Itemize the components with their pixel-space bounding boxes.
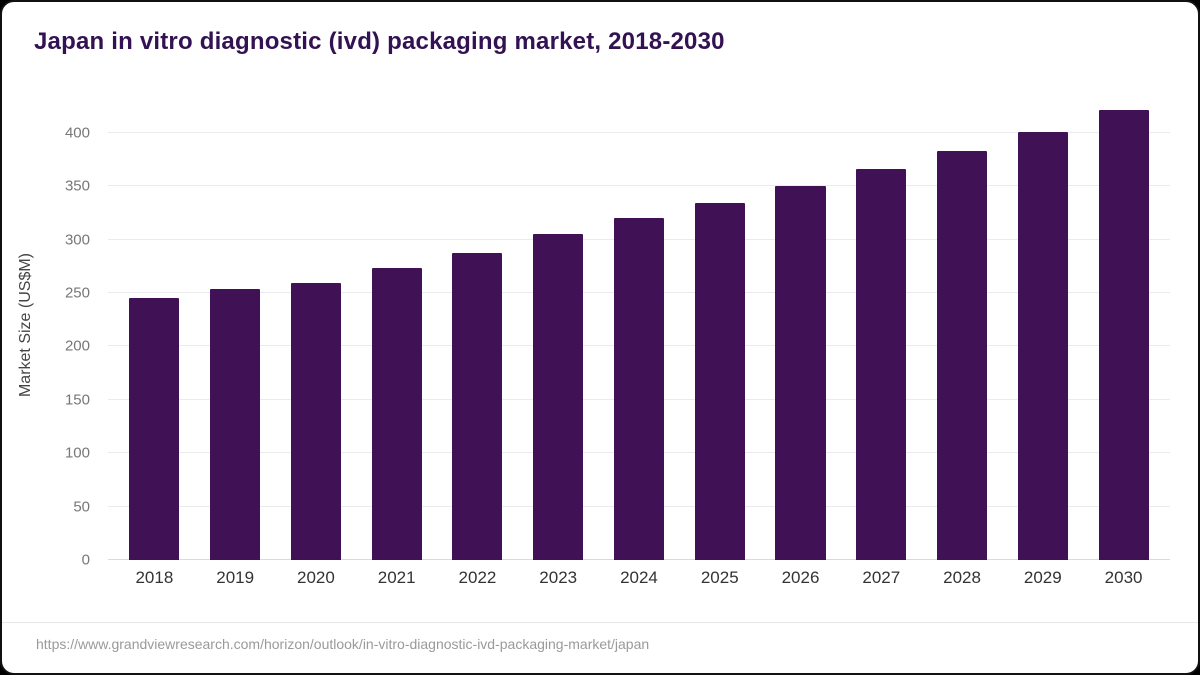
x-axis-labels: 2018 2019 2020 2021 2022 2023 2024 2025 2026 2027… <box>108 568 1170 588</box>
x-label-2023: 2023 <box>539 568 578 587</box>
bar-slot-2023 <box>518 90 599 560</box>
bars-row <box>108 90 1170 560</box>
bar-2023[interactable] <box>533 234 584 560</box>
y-tick-150: 150 <box>64 391 90 409</box>
gridline-400 <box>108 131 1170 133</box>
bar-2024[interactable] <box>613 218 664 560</box>
x-label-2021: 2021 <box>377 568 416 587</box>
bar-slot-2029 <box>1002 90 1083 560</box>
bar-2022[interactable] <box>452 253 503 560</box>
chart-title: Japan in vitro diagnostic (ivd) packagin… <box>34 28 725 55</box>
bar-slot-2020 <box>276 90 357 560</box>
plot-area <box>108 90 1170 560</box>
y-axis-label-text: Market Size (US$M) <box>17 252 34 398</box>
x-label-2030: 2030 <box>1104 568 1143 587</box>
bar-2030[interactable] <box>1098 110 1149 560</box>
gridline-350 <box>108 185 1170 187</box>
x-label-2028: 2028 <box>943 568 981 587</box>
x-label-2018: 2018 <box>135 568 174 587</box>
x-label-2024: 2024 <box>620 568 658 587</box>
x-label-2029: 2029 <box>1023 568 1062 587</box>
bar-2021[interactable] <box>371 268 422 560</box>
bar-slot-2021 <box>356 90 437 560</box>
y-tick-250: 250 <box>64 284 90 302</box>
bar-slot-2028 <box>922 90 1003 560</box>
y-tick-50: 50 <box>73 498 90 516</box>
bar-2028[interactable] <box>937 150 988 560</box>
bar-slot-2022 <box>437 90 518 560</box>
y-axis-label: Market Size (US$M) <box>14 90 38 560</box>
footer-divider <box>2 622 1198 623</box>
y-tick-100: 100 <box>64 444 90 462</box>
x-label-2022: 2022 <box>458 568 497 587</box>
bar-slot-2024 <box>599 90 680 560</box>
y-axis-ticks: 0 50 100 150 200 250 300 350 400 <box>42 90 100 568</box>
bar-slot-2019 <box>195 90 276 560</box>
x-label-2020: 2020 <box>297 568 335 587</box>
x-label-2027: 2027 <box>862 568 901 587</box>
bar-2018[interactable] <box>129 298 180 560</box>
bar-2026[interactable] <box>775 186 826 560</box>
x-label-2019: 2019 <box>216 568 255 587</box>
bar-2027[interactable] <box>856 169 907 560</box>
bar-slot-2026 <box>760 90 841 560</box>
bar-2019[interactable] <box>210 288 261 560</box>
bar-2020[interactable] <box>290 283 341 560</box>
bar-slot-2025 <box>679 90 760 560</box>
bar-slot-2018 <box>114 90 195 560</box>
x-label-2026: 2026 <box>781 568 820 587</box>
y-tick-300: 300 <box>64 231 90 249</box>
source-url: https://www.grandviewresearch.com/horizo… <box>36 636 650 652</box>
y-tick-400: 400 <box>64 124 90 142</box>
x-label-2025: 2025 <box>700 568 739 587</box>
bar-slot-2027 <box>841 90 922 560</box>
y-tick-350: 350 <box>64 177 90 195</box>
y-tick-200: 200 <box>64 337 90 355</box>
bar-2025[interactable] <box>694 203 745 560</box>
y-tick-0: 0 <box>81 551 90 569</box>
bar-slot-2030 <box>1083 90 1164 560</box>
bar-2029[interactable] <box>1017 131 1068 560</box>
